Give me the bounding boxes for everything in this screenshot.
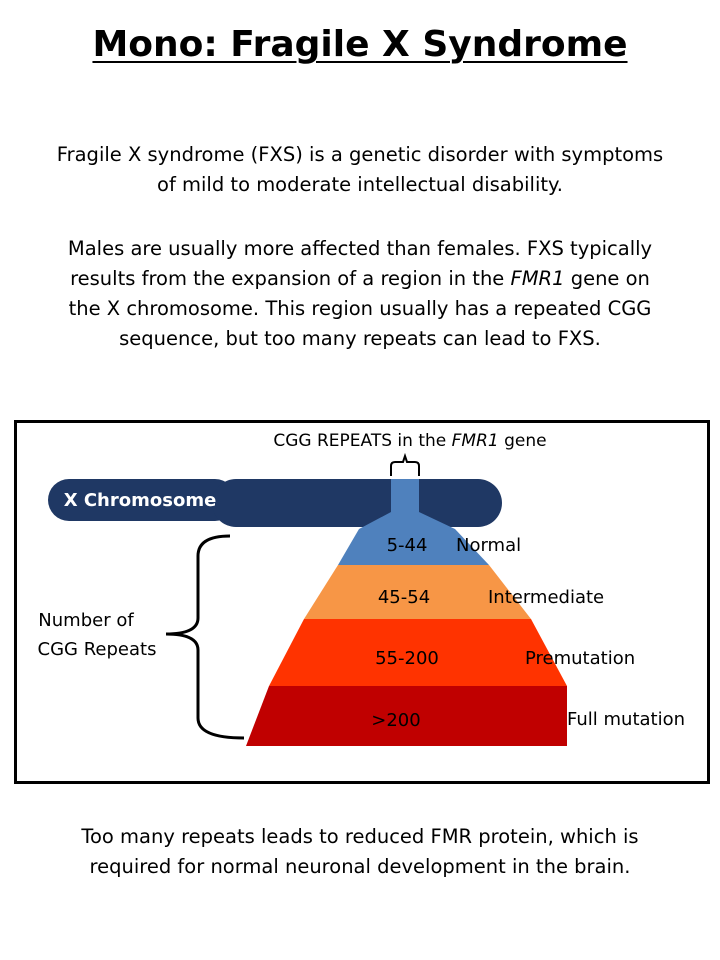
tier-full-mutation [246, 686, 567, 746]
axis-label-line-1: Number of [38, 610, 134, 631]
tier-premutation [269, 619, 567, 686]
details-line-4: sequence, but too many repeats can lead … [119, 327, 601, 350]
conclusion-paragraph: Too many repeats leads to reduced FMR pr… [20, 822, 700, 882]
tier-category-label: Full mutation [567, 709, 685, 730]
conclusion-line-1: Too many repeats leads to reduced FMR pr… [81, 825, 639, 848]
axis-label-line-2: CGG Repeats [38, 639, 157, 660]
details-line-2: results from the expansion of a region i… [20, 264, 700, 294]
diagram-frame [14, 420, 710, 784]
details-paragraph: Males are usually more affected than fem… [20, 234, 700, 354]
diagram-header: CGG REPEATS in the FMR1 gene [273, 431, 546, 451]
tier-intermediate [304, 565, 531, 619]
page-title: Mono: Fragile X Syndrome [92, 24, 628, 65]
details-line-2-post: gene on [564, 267, 650, 290]
conclusion-line-2: required for normal neuronal development… [89, 855, 631, 878]
details-line-3: the X chromosome. This region usually ha… [68, 297, 652, 320]
chromosome-right-arm [212, 479, 502, 527]
tier-range-label: 45-54 [378, 587, 430, 608]
tier-category-label: Premutation [525, 648, 635, 669]
tier-range-label: 5-44 [387, 535, 428, 556]
tier-range-label: >200 [371, 710, 420, 731]
chromosome-label: X Chromosome [64, 490, 217, 511]
chromosome-left-arm [48, 479, 236, 521]
tier-category-label: Normal [456, 535, 521, 556]
repeats-brace [165, 534, 245, 740]
intro-line-2: of mild to moderate intellectual disabil… [157, 173, 563, 196]
intro-line-1: Fragile X syndrome (FXS) is a genetic di… [56, 143, 664, 166]
tier-category-label: Intermediate [488, 587, 604, 608]
details-line-2-pre: results from the expansion of a region i… [70, 267, 511, 290]
region-bracket [390, 452, 420, 476]
intro-paragraph: Fragile X syndrome (FXS) is a genetic di… [20, 140, 700, 200]
repeat-region-band [359, 479, 455, 529]
tier-normal [338, 529, 489, 565]
details-line-1: Males are usually more affected than fem… [67, 237, 653, 260]
gene-name: FMR1 [510, 267, 565, 290]
tier-range-label: 55-200 [375, 648, 439, 669]
